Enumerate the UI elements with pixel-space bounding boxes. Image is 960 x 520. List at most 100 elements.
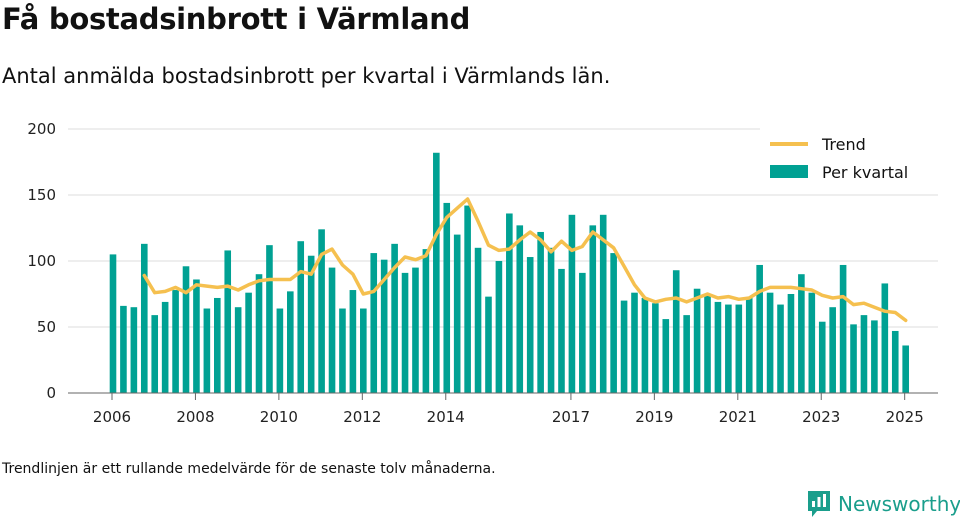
bar bbox=[214, 297, 221, 393]
bar bbox=[433, 152, 440, 393]
bar bbox=[829, 307, 836, 393]
brand-logo[interactable]: Newsworthy bbox=[806, 488, 960, 520]
bar bbox=[140, 243, 148, 393]
y-tick-label: 200 bbox=[27, 120, 56, 138]
bar bbox=[109, 254, 117, 393]
bar bbox=[266, 245, 273, 393]
bar bbox=[161, 301, 169, 393]
bar bbox=[756, 264, 763, 393]
x-tick-label: 2012 bbox=[343, 408, 381, 426]
bar bbox=[599, 214, 607, 393]
bar bbox=[839, 264, 847, 393]
bar bbox=[766, 292, 774, 393]
bar bbox=[495, 261, 503, 393]
y-axis: 0 50 100 150 200 bbox=[27, 120, 56, 402]
bar bbox=[516, 225, 524, 393]
brand-name: Newsworthy bbox=[838, 492, 960, 516]
bar bbox=[412, 267, 419, 393]
bar bbox=[255, 274, 263, 393]
bar bbox=[339, 308, 346, 393]
bar bbox=[370, 253, 378, 393]
bar bbox=[485, 296, 492, 393]
bar bbox=[641, 297, 649, 393]
bar bbox=[725, 304, 732, 393]
bar bbox=[360, 308, 367, 393]
bar bbox=[558, 268, 565, 393]
x-axis: 2006 2008 2010 2012 2014 2017 2019 2021 2023 2025 bbox=[68, 392, 938, 426]
bar bbox=[662, 319, 670, 393]
x-tick-label: 2025 bbox=[886, 408, 924, 426]
bar bbox=[579, 272, 586, 393]
bar bbox=[589, 225, 597, 393]
bar bbox=[151, 315, 159, 393]
bar bbox=[453, 234, 461, 393]
bar bbox=[714, 301, 722, 393]
bar bbox=[245, 292, 252, 393]
bar bbox=[620, 300, 628, 393]
bar bbox=[902, 345, 909, 393]
bar bbox=[224, 250, 232, 393]
bar bbox=[704, 294, 711, 393]
bar bbox=[297, 241, 305, 393]
trend-line bbox=[142, 197, 908, 323]
y-tick-label: 0 bbox=[46, 384, 56, 402]
x-tick-label: 2019 bbox=[635, 408, 673, 426]
bar bbox=[422, 249, 430, 393]
bar bbox=[818, 321, 826, 393]
x-tick-label: 2008 bbox=[176, 408, 214, 426]
legend-background bbox=[760, 126, 940, 190]
bar-chart: 0 50 100 150 200 2006 2008 2010 2012 2014 2017 201… bbox=[27, 120, 940, 426]
bar bbox=[391, 243, 398, 393]
bar bbox=[745, 297, 753, 393]
bar bbox=[568, 214, 576, 393]
bar bbox=[547, 247, 555, 393]
chart-title: Få bostadsinbrott i Värmland bbox=[2, 2, 471, 36]
x-tick-label: 2010 bbox=[260, 408, 298, 426]
bar bbox=[871, 320, 878, 393]
bar bbox=[850, 324, 857, 393]
bars bbox=[109, 152, 909, 393]
bar bbox=[328, 267, 336, 393]
bar bbox=[652, 303, 659, 393]
chart-subtitle: Antal anmälda bostadsinbrott per kvartal… bbox=[2, 64, 611, 88]
bar bbox=[735, 304, 743, 393]
x-tick-label: 2017 bbox=[552, 408, 590, 426]
bar bbox=[610, 253, 617, 393]
bar bbox=[203, 308, 211, 393]
bar bbox=[182, 266, 190, 393]
bar bbox=[683, 315, 690, 393]
bar bbox=[891, 330, 899, 393]
bar bbox=[506, 213, 513, 393]
bar bbox=[401, 272, 409, 393]
legend-bar-swatch bbox=[770, 165, 808, 178]
bar bbox=[443, 202, 451, 393]
bar bbox=[318, 229, 325, 393]
bar bbox=[631, 292, 638, 393]
trend-line-group bbox=[142, 197, 908, 323]
bar bbox=[464, 205, 471, 393]
bar bbox=[537, 231, 544, 393]
bar bbox=[287, 291, 294, 393]
y-tick-label: 100 bbox=[27, 252, 56, 270]
footnote: Trendlinjen är ett rullande medelvärde f… bbox=[2, 461, 496, 477]
bar bbox=[276, 308, 284, 393]
x-tick-label: 2023 bbox=[802, 408, 840, 426]
bar bbox=[307, 255, 315, 393]
bar bbox=[693, 288, 701, 393]
bar bbox=[130, 307, 138, 393]
bar bbox=[172, 290, 179, 393]
y-tick-label: 50 bbox=[37, 318, 56, 336]
newsworthy-logo-icon bbox=[808, 491, 830, 517]
legend-trend-label: Trend bbox=[821, 135, 866, 154]
bar bbox=[808, 292, 816, 393]
bar bbox=[881, 283, 889, 393]
legend: Trend Per kvartal bbox=[760, 126, 940, 190]
bar bbox=[672, 270, 680, 393]
bar bbox=[798, 274, 805, 393]
bar bbox=[777, 304, 784, 393]
y-tick-label: 150 bbox=[27, 186, 56, 204]
bar bbox=[787, 294, 795, 393]
x-tick-label: 2021 bbox=[719, 408, 757, 426]
bar bbox=[349, 290, 357, 393]
bar bbox=[474, 247, 482, 393]
